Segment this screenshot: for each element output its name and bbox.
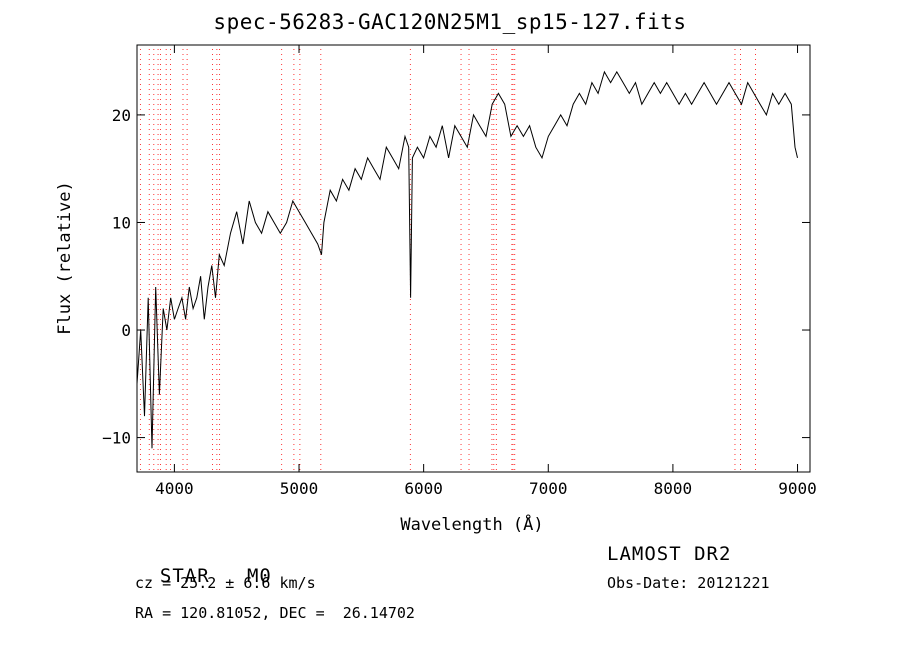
survey-name: LAMOST DR2 [607,543,732,565]
x-tick-label-2: 6000 [404,479,443,498]
plot-frame-rect [136,44,811,473]
object-class: STAR [159,565,210,587]
redshift-cz: cz = 25.2 ± 6.6 km/s [135,574,316,592]
chart-title: spec-56283-GAC120N25M1_sp15-127.fits [213,10,687,34]
x-tick-label-4: 8000 [654,479,693,498]
y-axis-label: Flux (relative) [55,181,75,335]
x-tick-label-5: 9000 [778,479,817,498]
y-tick-label-2: 10 [112,213,131,232]
plot-frame [136,44,811,473]
ra-dec-coordinates: RA = 120.81052, DEC = 26.14702 [135,604,415,622]
x-tick-label-1: 5000 [280,479,319,498]
object-subclass: M0 [246,565,272,587]
spectral-line-markers [139,49,756,472]
observation-date: Obs-Date: 20121221 [607,574,770,592]
x-tick-label-0: 4000 [155,479,194,498]
y-tick-label-3: 20 [112,106,131,125]
y-tick-label-0: −10 [102,429,131,448]
x-axis-label: Wavelength (Å) [400,513,543,535]
spectrum-line-0 [136,70,798,449]
x-tick-label-3: 7000 [529,479,568,498]
spectrum-series [136,70,798,449]
axis-ticks: 4000 5000 6000 7000 8000 9000 −10 0 10 20 [102,45,817,498]
y-tick-label-1: 0 [121,321,131,340]
